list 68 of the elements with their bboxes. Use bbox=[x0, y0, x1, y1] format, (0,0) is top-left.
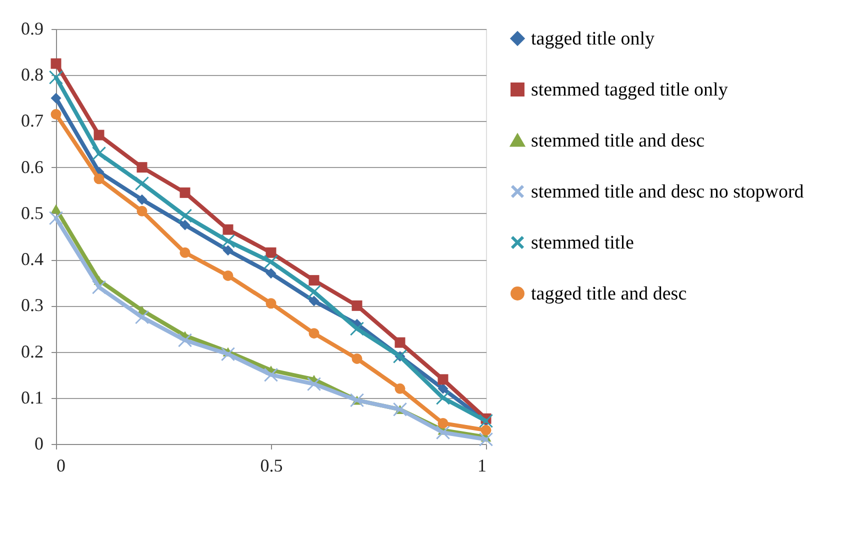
point bbox=[92, 280, 106, 294]
point bbox=[350, 393, 364, 408]
point bbox=[436, 390, 450, 405]
y-tick-label: 0.9 bbox=[21, 18, 44, 38]
point bbox=[136, 162, 148, 173]
legend-label: stemmed title and desc no stopword bbox=[531, 182, 804, 202]
y-tick-label: 0.6 bbox=[21, 156, 44, 177]
y-tick-label: 0.2 bbox=[21, 341, 44, 362]
point bbox=[266, 298, 276, 309]
legend-label: tagged title and desc bbox=[531, 284, 687, 304]
point bbox=[136, 194, 148, 205]
y-tick-label: 0.5 bbox=[21, 202, 44, 223]
point bbox=[350, 322, 364, 336]
point bbox=[306, 376, 322, 392]
point bbox=[50, 204, 62, 214]
point bbox=[478, 432, 494, 446]
legend-label: tagged title only bbox=[531, 28, 655, 50]
legend-label: stemmed title bbox=[531, 232, 634, 254]
point bbox=[94, 130, 104, 140]
point bbox=[308, 328, 320, 339]
x-tick-label: 0.5 bbox=[260, 456, 283, 476]
point bbox=[438, 374, 448, 385]
point bbox=[438, 418, 448, 428]
point bbox=[92, 146, 106, 161]
point bbox=[94, 174, 104, 184]
point bbox=[136, 206, 148, 216]
point bbox=[222, 270, 234, 281]
point bbox=[352, 300, 362, 311]
legend-label: stemmed title and desc bbox=[531, 130, 705, 152]
point bbox=[264, 368, 278, 382]
point bbox=[50, 58, 62, 69]
point bbox=[222, 224, 234, 235]
point bbox=[48, 70, 64, 84]
point bbox=[50, 109, 62, 120]
point bbox=[50, 92, 62, 104]
point bbox=[306, 284, 322, 299]
point bbox=[180, 247, 190, 258]
y-tick-label: 0.4 bbox=[21, 249, 44, 270]
legend-label: stemmed tagged title only bbox=[531, 80, 728, 100]
point bbox=[220, 347, 236, 362]
point bbox=[222, 245, 234, 256]
point bbox=[308, 296, 320, 306]
point bbox=[480, 424, 492, 436]
y-tick-label: 0.7 bbox=[21, 110, 44, 131]
point bbox=[178, 208, 192, 223]
point bbox=[308, 275, 320, 286]
y-tick-label: 0.8 bbox=[21, 64, 44, 85]
point bbox=[134, 310, 150, 324]
point bbox=[394, 337, 406, 348]
point bbox=[180, 187, 190, 198]
x-tick-label: 1 bbox=[478, 456, 486, 476]
point bbox=[266, 247, 276, 258]
point bbox=[48, 210, 64, 226]
point bbox=[392, 402, 408, 416]
point bbox=[438, 383, 448, 394]
point bbox=[394, 383, 406, 394]
point bbox=[220, 234, 236, 248]
point bbox=[352, 353, 362, 364]
x-tick-label: 0 bbox=[56, 456, 66, 476]
y-tick-label: 0.3 bbox=[21, 295, 44, 316]
point bbox=[264, 254, 278, 269]
point bbox=[180, 220, 190, 230]
point bbox=[134, 176, 150, 191]
point bbox=[436, 425, 450, 440]
point bbox=[178, 333, 192, 348]
y-tick-label: 0 bbox=[34, 434, 44, 454]
y-tick-label: 0.1 bbox=[21, 387, 44, 408]
point bbox=[266, 268, 276, 279]
